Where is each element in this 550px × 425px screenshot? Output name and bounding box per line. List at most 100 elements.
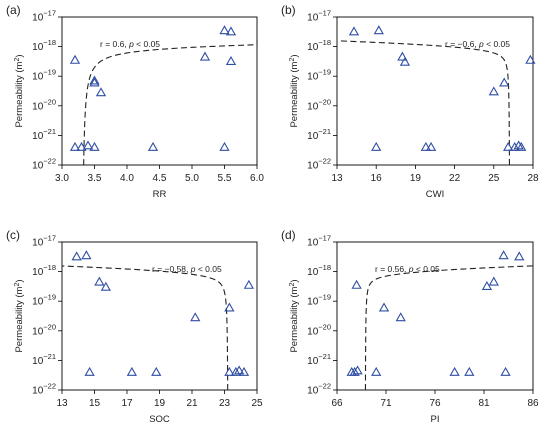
y-tick-label: 10−22 xyxy=(32,157,56,172)
x-tick-label: 19 xyxy=(154,398,166,409)
data-point xyxy=(76,141,87,151)
y-tick-label: 10−20 xyxy=(32,97,56,112)
y-tick-label: 10−17 xyxy=(32,9,56,24)
data-point xyxy=(243,279,255,289)
y-tick-label: 10−18 xyxy=(32,38,56,53)
x-tick-label: 5.0 xyxy=(185,173,199,184)
data-point xyxy=(499,77,510,87)
y-tick-label: 10−20 xyxy=(32,322,56,337)
data-point xyxy=(89,75,100,85)
data-point xyxy=(373,25,384,35)
chart-panel-4: (d) 66 71 76 81 86 10−22 10−21 10−20 10−19 10−18 10… xyxy=(281,228,539,425)
data-point xyxy=(397,51,408,61)
y-tick-label: 10−21 xyxy=(32,352,56,367)
x-tick-label: 3.5 xyxy=(88,173,102,184)
data-point xyxy=(89,77,100,87)
y-tick-label: 10−22 xyxy=(32,382,56,397)
data-point xyxy=(100,281,112,291)
y-tick-label: 10−17 xyxy=(307,234,331,249)
y-tick-label: 10−21 xyxy=(307,352,331,367)
y-axis-title: Permeability (m2) xyxy=(289,54,300,127)
y-tick-label: 10−19 xyxy=(307,293,331,308)
data-point xyxy=(371,366,382,376)
data-point xyxy=(488,276,499,286)
data-point xyxy=(199,51,211,61)
data-point xyxy=(516,141,527,151)
data-point xyxy=(488,86,499,96)
data-point xyxy=(481,280,493,290)
y-axis-title: Permeability (m2) xyxy=(14,279,25,352)
chart-panel-2: (b) 13 16 19 22 25 28 10−22 10−21 10−20 10−19 10−18… xyxy=(281,3,539,200)
y-tick-label: 10−19 xyxy=(32,68,56,83)
x-tick-label: 3.0 xyxy=(55,173,69,184)
y-axis-title: Permeability (m2) xyxy=(289,279,300,352)
panel-label: (b) xyxy=(281,3,296,17)
data-point xyxy=(225,55,237,65)
x-tick-label: 6.0 xyxy=(250,173,264,184)
data-point xyxy=(190,312,201,322)
plot-frame xyxy=(336,16,534,166)
data-point xyxy=(378,302,390,312)
data-point xyxy=(464,366,475,376)
data-point xyxy=(219,25,230,35)
x-tick-label: 4.0 xyxy=(120,173,134,184)
x-tick-label: 25 xyxy=(488,173,500,184)
data-point xyxy=(89,141,100,151)
x-axis-title: CWI xyxy=(426,189,444,200)
panel-label: (a) xyxy=(6,3,21,17)
data-point xyxy=(71,251,82,261)
data-point xyxy=(509,141,520,151)
x-tick-label: 17 xyxy=(121,398,133,409)
data-point xyxy=(95,87,107,97)
data-point xyxy=(399,56,411,66)
y-axis-title: Permeability (m2) xyxy=(14,54,25,127)
data-point xyxy=(126,366,138,376)
x-tick-label: 71 xyxy=(380,398,392,409)
y-tick-label: 10−21 xyxy=(307,127,331,142)
y-tick-label: 10−20 xyxy=(307,322,331,337)
fit-curve xyxy=(83,39,258,166)
x-tick-label: 81 xyxy=(478,398,490,409)
y-tick-label: 10−17 xyxy=(307,9,331,24)
x-tick-label: 25 xyxy=(251,398,263,409)
correlation-annotation: r = −0.58, p < 0.05 xyxy=(152,264,222,274)
y-tick-label: 10−19 xyxy=(32,293,56,308)
y-tick-label: 10−20 xyxy=(307,97,331,112)
x-tick-label: 28 xyxy=(527,173,539,184)
data-point xyxy=(371,141,382,151)
x-tick-label: 86 xyxy=(527,398,539,409)
x-tick-label: 5.5 xyxy=(218,173,232,184)
x-axis-title: RR xyxy=(153,189,167,200)
data-point xyxy=(81,250,92,260)
correlation-annotation: r = 0.6, p < 0.05 xyxy=(100,39,160,49)
data-point xyxy=(425,141,437,151)
fit-curve xyxy=(364,265,534,391)
data-point xyxy=(513,140,524,150)
y-tick-label: 10−19 xyxy=(307,68,331,83)
data-point xyxy=(230,366,242,376)
correlation-annotation: r = −0.6, p < 0.05 xyxy=(445,39,510,49)
data-point xyxy=(420,141,432,151)
data-point xyxy=(525,54,536,64)
data-point xyxy=(351,279,362,289)
data-point xyxy=(94,276,105,286)
data-point xyxy=(500,366,511,376)
data-point xyxy=(233,365,245,375)
x-tick-label: 76 xyxy=(429,398,441,409)
x-tick-label: 19 xyxy=(410,173,422,184)
x-tick-label: 22 xyxy=(449,173,461,184)
data-point xyxy=(69,141,81,151)
data-point xyxy=(225,26,237,36)
x-axis-title: PI xyxy=(431,414,440,425)
x-axis-title: SOC xyxy=(149,414,170,425)
panel-label: (d) xyxy=(281,228,296,242)
chart-panel-1: (a) 3.0 3.5 4.0 4.5 5.0 5.5 6.0 10−22 10−21 10−20 1… xyxy=(6,3,264,200)
data-point xyxy=(449,366,460,376)
x-tick-label: 16 xyxy=(371,173,383,184)
x-tick-label: 4.5 xyxy=(153,173,167,184)
data-point xyxy=(395,312,406,322)
data-point xyxy=(219,141,230,151)
y-tick-label: 10−21 xyxy=(32,127,56,142)
x-tick-label: 21 xyxy=(186,398,198,409)
data-point xyxy=(82,140,94,150)
